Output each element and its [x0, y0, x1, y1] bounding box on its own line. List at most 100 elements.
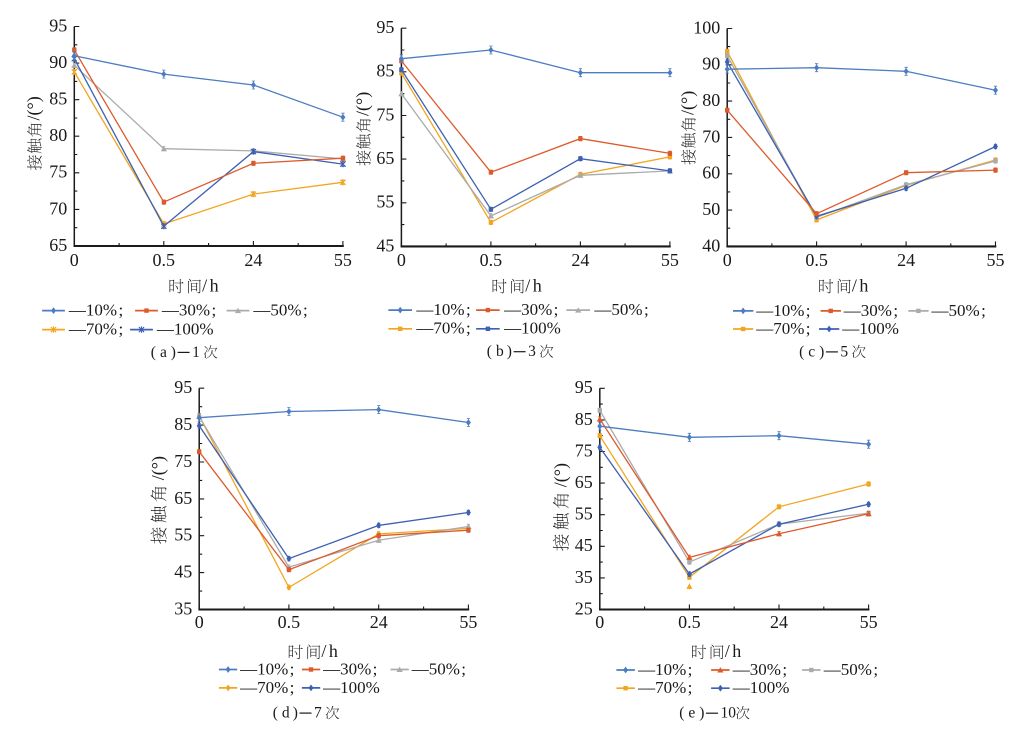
- svg-text:5: 5: [840, 343, 848, 360]
- svg-text:0: 0: [195, 612, 204, 632]
- svg-text:55: 55: [987, 250, 1005, 270]
- svg-text:—70% ;: —70% ;: [415, 319, 470, 338]
- svg-text:(: (: [487, 343, 492, 360]
- svg-text:55: 55: [334, 250, 352, 270]
- svg-text:85: 85: [174, 414, 192, 434]
- svg-text:(: (: [273, 705, 278, 722]
- svg-text:0: 0: [397, 250, 406, 270]
- svg-text:45: 45: [376, 235, 394, 255]
- svg-text:65: 65: [376, 148, 394, 168]
- svg-text:/(°): /(°): [550, 463, 571, 487]
- svg-text:—50% ;: —50% ;: [823, 660, 878, 679]
- svg-text:): ): [171, 344, 176, 361]
- svg-text:h: h: [732, 641, 741, 661]
- svg-text:85: 85: [49, 89, 67, 109]
- svg-text:—70% ;: —70% ;: [68, 320, 123, 339]
- svg-text:0.5: 0.5: [805, 250, 828, 270]
- svg-text:0.5: 0.5: [678, 612, 701, 632]
- svg-text:—10% ;: —10% ;: [239, 659, 294, 678]
- svg-text:): ): [819, 343, 824, 360]
- svg-text:—10% ;: —10% ;: [637, 660, 692, 679]
- svg-text:45: 45: [174, 562, 192, 582]
- svg-text:55: 55: [376, 192, 394, 212]
- svg-text:75: 75: [49, 162, 67, 182]
- svg-text:): ): [699, 705, 704, 722]
- svg-text:(: (: [799, 343, 804, 360]
- svg-text:65: 65: [174, 488, 192, 508]
- svg-text:75: 75: [174, 451, 192, 471]
- svg-text:(: (: [151, 344, 156, 361]
- svg-text:95: 95: [575, 377, 593, 397]
- svg-text:—70% ;: —70% ;: [239, 678, 294, 697]
- svg-text:100: 100: [693, 17, 720, 37]
- svg-text:0: 0: [70, 250, 79, 270]
- svg-text:40: 40: [702, 235, 720, 255]
- svg-text:75: 75: [575, 440, 593, 460]
- svg-text:—10% ;: —10% ;: [415, 300, 470, 319]
- svg-text:90: 90: [702, 54, 720, 74]
- svg-text:1: 1: [192, 344, 200, 361]
- svg-text:d: d: [282, 705, 290, 722]
- svg-text:35: 35: [575, 567, 593, 587]
- svg-text:—50% ;: —50% ;: [593, 300, 648, 319]
- svg-text:—50% ;: —50% ;: [252, 301, 307, 320]
- svg-text:—30% ;: —30% ;: [503, 300, 558, 319]
- svg-text:(: (: [679, 705, 684, 722]
- svg-text:35: 35: [174, 598, 192, 618]
- svg-text:—30% ;: —30% ;: [322, 659, 377, 678]
- svg-text:90: 90: [49, 52, 67, 72]
- svg-text:65: 65: [575, 472, 593, 492]
- svg-text:55: 55: [661, 250, 679, 270]
- svg-text:h: h: [210, 275, 219, 295]
- svg-text:/: /: [202, 275, 207, 295]
- svg-text:3: 3: [528, 343, 536, 360]
- svg-text:95: 95: [376, 17, 394, 37]
- svg-text:24: 24: [571, 250, 589, 270]
- svg-text:—100%: —100%: [156, 320, 214, 339]
- svg-text:24: 24: [897, 250, 915, 270]
- svg-text:/(°): /(°): [23, 96, 44, 120]
- svg-text:/(°): /(°): [677, 91, 698, 115]
- svg-text:55: 55: [174, 525, 192, 545]
- svg-text:0.5: 0.5: [480, 250, 503, 270]
- svg-text:55: 55: [860, 612, 878, 632]
- svg-text:—10% ;: —10% ;: [755, 301, 810, 320]
- svg-text:70: 70: [49, 198, 67, 218]
- svg-text:a: a: [160, 344, 167, 361]
- svg-text:50: 50: [702, 199, 720, 219]
- svg-text:80: 80: [702, 90, 720, 110]
- svg-text:—70% ;: —70% ;: [637, 678, 692, 697]
- svg-text:/: /: [525, 275, 530, 295]
- svg-text:24: 24: [370, 612, 388, 632]
- svg-text:/: /: [725, 641, 730, 661]
- svg-text:/: /: [852, 275, 857, 295]
- svg-text:7: 7: [314, 705, 322, 722]
- svg-text:0.5: 0.5: [278, 612, 301, 632]
- svg-text:—100%: —100%: [503, 319, 561, 338]
- svg-text:—30% ;: —30% ;: [732, 660, 787, 679]
- svg-text:95: 95: [174, 377, 192, 397]
- svg-text:24: 24: [244, 250, 262, 270]
- svg-text:h: h: [859, 275, 868, 295]
- svg-text:—30% ;: —30% ;: [161, 301, 216, 320]
- svg-text:—100%: —100%: [732, 678, 790, 697]
- svg-text:85: 85: [575, 409, 593, 429]
- svg-text:0: 0: [723, 250, 732, 270]
- svg-text:): ): [293, 705, 298, 722]
- svg-text:—100%: —100%: [841, 319, 899, 338]
- svg-text:55: 55: [575, 504, 593, 524]
- svg-text:10: 10: [721, 705, 737, 722]
- svg-text:/(°): /(°): [352, 92, 373, 116]
- svg-text:/: /: [321, 641, 326, 661]
- svg-text:95: 95: [49, 15, 67, 35]
- svg-text:—10% ;: —10% ;: [68, 301, 123, 320]
- svg-text:—70% ;: —70% ;: [755, 319, 810, 338]
- svg-text:b: b: [496, 343, 504, 360]
- svg-text:65: 65: [49, 235, 67, 255]
- svg-text:24: 24: [770, 612, 788, 632]
- svg-text:85: 85: [376, 61, 394, 81]
- svg-text:): ): [507, 343, 512, 360]
- svg-text:—50% ;: —50% ;: [411, 659, 466, 678]
- svg-text:75: 75: [376, 104, 394, 124]
- svg-text:55: 55: [459, 612, 477, 632]
